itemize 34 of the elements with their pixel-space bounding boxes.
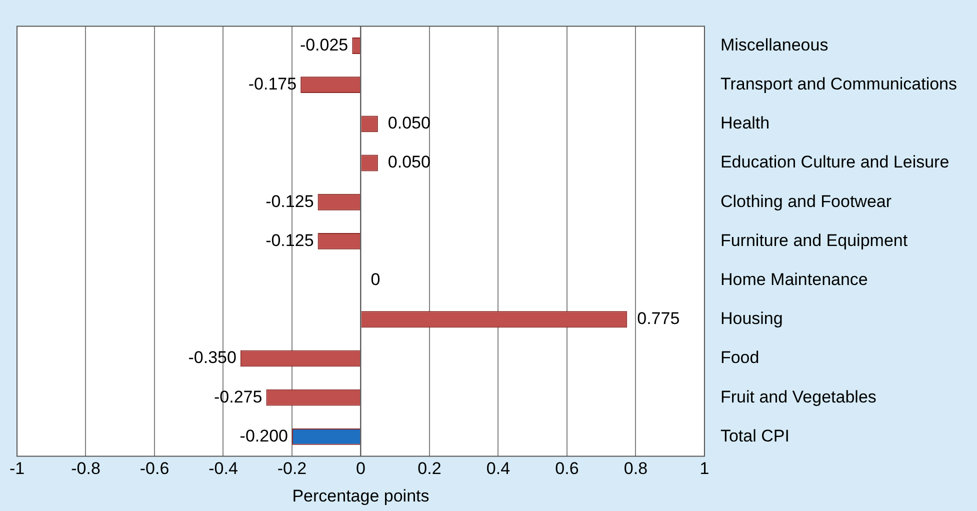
x-tick-label: 0.4 xyxy=(486,459,510,478)
y-tick-label: Home Maintenance xyxy=(720,270,868,289)
x-tick-label: -0.8 xyxy=(71,459,100,478)
x-axis-title: Percentage points xyxy=(292,486,430,506)
data-label: -0.275 xyxy=(214,387,262,406)
x-tick-label: -0.6 xyxy=(140,459,170,478)
data-label: -0.200 xyxy=(240,426,288,446)
y-tick-label: Furniture and Equipment xyxy=(720,230,908,250)
x-tick-label: 0.6 xyxy=(555,459,579,478)
y-tick-label: Transport and Communications xyxy=(720,74,957,94)
x-tick-label: 1 xyxy=(700,459,710,478)
y-tick-label: Health xyxy=(720,114,770,133)
y-tick-label: Total CPI xyxy=(720,426,790,446)
x-tick-label: -1 xyxy=(9,459,25,478)
data-label: 0.050 xyxy=(388,152,430,172)
data-label: 0.050 xyxy=(388,114,430,133)
y-tick-label: Fruit and Vegetables xyxy=(720,387,876,406)
data-label: 0.775 xyxy=(637,309,680,328)
data-label: -0.350 xyxy=(188,348,236,368)
x-tick-label: 0 xyxy=(356,459,366,478)
x-tick-label: 0.2 xyxy=(418,459,442,478)
data-label: -0.175 xyxy=(248,74,297,94)
y-tick-label: Education Culture and Leisure xyxy=(720,152,950,172)
y-tick-label: Miscellaneous xyxy=(720,35,828,54)
y-tick-label: Housing xyxy=(720,309,783,328)
x-tick-label: -0.4 xyxy=(208,459,238,478)
data-label: -0.125 xyxy=(266,230,314,250)
x-tick-label: -0.2 xyxy=(277,459,307,478)
y-tick-label: Food xyxy=(720,348,760,368)
x-tick-label: 0.8 xyxy=(624,459,648,478)
y-tick-label: Clothing and Footwear xyxy=(720,192,892,211)
data-label: -0.025 xyxy=(300,35,348,54)
data-label: -0.125 xyxy=(266,192,314,211)
data-label: 0 xyxy=(370,270,380,289)
